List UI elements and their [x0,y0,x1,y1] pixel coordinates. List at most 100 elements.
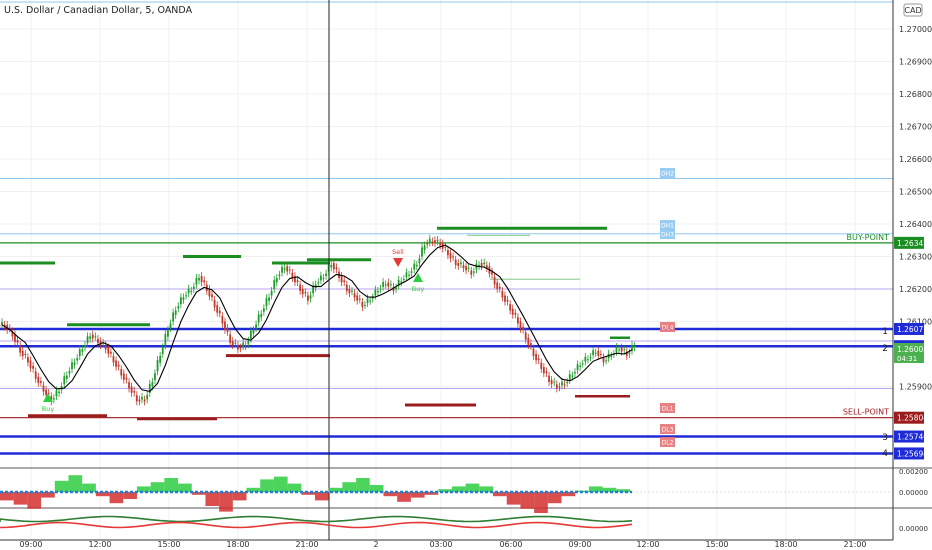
histogram-bar [150,482,165,492]
candle-body [537,358,540,361]
price-tick-label: 1.26300 [899,253,932,262]
candle-body [47,393,50,394]
candle-body [332,263,335,270]
candle-body [509,304,512,311]
level-tag: DL1 [662,406,674,413]
price-axis[interactable]: 1.27000 1.26900 1.26800 1.26700 1.26600 1.265… [892,0,932,540]
price-tick-label: 1.26600 [899,155,932,164]
oscillator-line-green [0,515,633,523]
candle-body [561,381,563,386]
time-tick-label: 09:00 [19,540,42,549]
candle-body [457,263,460,267]
candle-body [421,247,423,257]
candle-body [392,286,395,291]
candle-body [19,345,22,353]
candle-body [382,282,385,287]
histogram-bar [82,483,96,492]
candle-body [542,367,545,374]
candle-body [86,336,89,344]
candle-body [286,266,289,272]
price-label-box [894,430,924,443]
histogram-bar [602,487,617,492]
histogram-bar [465,483,480,492]
histogram-bar [588,486,603,492]
candle-body [112,356,115,363]
candle-body [84,345,86,348]
candle-body [8,328,11,329]
histogram-bar [397,492,411,502]
candle-body [11,331,14,337]
time-tick-label: 12:00 [88,540,111,549]
candle-body [400,281,403,283]
candle-body [73,362,76,365]
candle-body [21,350,24,356]
candle-body [587,359,589,361]
level-tag: DL3 [662,427,674,434]
candle-body [584,356,587,362]
candle-body [628,352,631,354]
level-tags: 1.263421.260771.260241.258041.257461.256… [660,168,928,460]
time-tick-label: 21:00 [295,540,318,549]
candle-body [154,373,156,380]
candle-body [255,324,257,328]
candle-body [200,276,203,283]
histogram-bar [219,492,233,512]
candle-body [265,298,268,307]
candle-body [408,274,410,276]
candle-body [237,345,239,350]
time-tick-label: 03:00 [429,540,452,549]
candle-body [161,347,164,354]
histogram-bar [164,478,179,492]
candle-body [389,284,392,286]
candle-body [130,386,133,393]
time-tick-label: 21:00 [843,540,866,549]
candle-body [379,288,382,290]
candle-body [68,371,71,374]
price-tick-label: 1.26100 [899,318,932,327]
candle-body [39,381,42,383]
current-price-box [894,343,924,363]
candle-body [167,329,169,337]
candle-body [221,316,224,324]
candle-body [89,336,92,339]
buy-arrow-icon [413,273,423,282]
histogram-bar [54,480,69,492]
candle-body [330,264,333,268]
candle-body [325,273,327,276]
candle-body [506,299,509,302]
sell-arrow-icon [393,258,403,267]
candle-body [257,314,260,323]
candle-body [177,306,180,309]
candle-body [436,239,439,242]
candle-body [351,290,353,292]
candle-body [45,389,47,395]
candle-body [283,268,286,270]
histogram-bar [315,492,329,501]
histogram-bar [232,492,247,501]
candle-body [244,345,247,347]
candle-body [301,289,304,295]
candle-body [247,340,250,345]
candle-body [115,360,117,367]
candle-body [1,322,3,325]
time-axis[interactable]: 09:00 12:00 15:00 18:00 21:00 2 03:00 06:00 09:0… [0,539,893,549]
candle-body [312,285,315,294]
candle-body [133,390,136,393]
price-tick-label: 1.26500 [899,188,932,197]
histogram-bar [424,492,439,495]
candle-body [599,354,602,355]
candle-body [294,276,296,283]
candle-body [125,377,128,380]
price-label: 1.25746 [897,433,928,442]
candle-body [493,277,496,285]
candle-body [179,297,182,305]
candle-body [496,282,499,289]
price-label: 1.25804 [897,414,928,423]
currency-badge-box[interactable] [903,3,923,17]
indicators: 0.00200 0.00000 0.00000 [0,467,932,533]
candle-body [581,363,584,365]
chart-title: U.S. Dollar / Canadian Dollar, 5, OANDA [4,5,193,16]
price-label: 1.26342 [897,239,928,248]
candle-body [594,352,597,354]
